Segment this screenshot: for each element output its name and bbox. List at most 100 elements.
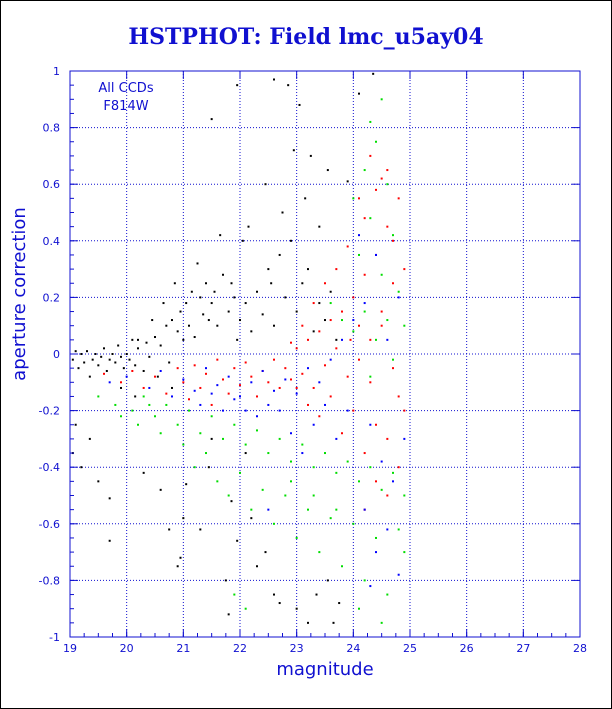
data-point bbox=[346, 180, 349, 183]
data-point bbox=[261, 369, 264, 372]
data-point bbox=[227, 392, 230, 395]
data-point bbox=[403, 268, 406, 271]
data-point bbox=[341, 565, 343, 568]
data-point bbox=[369, 154, 372, 157]
data-point bbox=[120, 381, 122, 384]
chart-title: HSTPHOT: Field lmc_u5ay04 bbox=[128, 24, 484, 50]
data-point bbox=[193, 466, 196, 469]
data-point bbox=[216, 358, 219, 361]
data-point bbox=[349, 338, 352, 341]
data-point bbox=[273, 324, 275, 327]
data-point bbox=[346, 409, 349, 412]
data-point bbox=[318, 415, 321, 418]
data-point bbox=[120, 415, 122, 418]
data-point bbox=[114, 361, 117, 364]
data-point bbox=[329, 290, 332, 293]
data-point bbox=[210, 415, 213, 418]
x-axis-label: magnitude bbox=[276, 659, 373, 680]
data-point bbox=[205, 452, 207, 455]
data-point bbox=[173, 282, 176, 285]
data-point bbox=[88, 375, 91, 378]
data-point bbox=[312, 466, 315, 469]
data-point bbox=[380, 621, 383, 624]
data-point bbox=[392, 282, 394, 285]
data-point bbox=[324, 403, 326, 406]
data-point bbox=[142, 386, 145, 389]
data-point bbox=[380, 273, 383, 276]
data-point bbox=[233, 296, 236, 299]
data-point bbox=[122, 367, 125, 370]
data-point bbox=[375, 480, 377, 483]
data-point bbox=[375, 551, 377, 554]
data-point bbox=[188, 324, 190, 327]
data-point bbox=[352, 197, 355, 200]
data-point bbox=[236, 84, 239, 87]
data-point bbox=[358, 253, 360, 256]
data-point bbox=[307, 367, 309, 370]
data-point bbox=[352, 330, 355, 333]
data-point bbox=[346, 375, 349, 378]
data-point bbox=[244, 302, 247, 305]
data-point bbox=[301, 282, 304, 285]
data-point bbox=[380, 324, 383, 327]
x-tick-label: 25 bbox=[403, 642, 417, 655]
data-point bbox=[199, 432, 202, 435]
data-point bbox=[244, 452, 247, 455]
data-point bbox=[290, 378, 292, 381]
data-point bbox=[329, 358, 332, 361]
data-point bbox=[256, 565, 258, 568]
data-point bbox=[273, 389, 275, 392]
data-point bbox=[369, 338, 372, 341]
data-point bbox=[182, 338, 185, 341]
data-point bbox=[352, 522, 355, 525]
data-point bbox=[74, 350, 77, 353]
data-point bbox=[244, 409, 247, 412]
data-point bbox=[233, 423, 236, 426]
data-point bbox=[165, 403, 168, 406]
data-point bbox=[256, 290, 258, 293]
data-point bbox=[392, 480, 394, 483]
data-point bbox=[244, 443, 247, 446]
data-point bbox=[171, 386, 173, 389]
data-point bbox=[213, 290, 216, 293]
data-point bbox=[292, 149, 295, 152]
data-point bbox=[304, 197, 307, 200]
data-point bbox=[261, 313, 264, 316]
data-point bbox=[148, 386, 151, 389]
data-point bbox=[335, 508, 338, 511]
data-point bbox=[267, 381, 270, 384]
data-point bbox=[318, 381, 321, 384]
data-point bbox=[363, 310, 366, 313]
data-point bbox=[375, 423, 377, 426]
data-point bbox=[142, 395, 145, 398]
annotation-filter: F814W bbox=[103, 99, 148, 114]
data-point bbox=[338, 602, 341, 605]
data-point bbox=[185, 483, 188, 486]
data-point bbox=[125, 353, 128, 355]
data-point bbox=[250, 375, 253, 378]
data-point bbox=[80, 353, 83, 355]
data-point bbox=[318, 225, 321, 228]
data-point bbox=[386, 225, 389, 228]
y-tick-label: 0.8 bbox=[43, 122, 61, 135]
data-point bbox=[341, 338, 343, 341]
data-point bbox=[256, 429, 258, 432]
data-point bbox=[199, 528, 202, 531]
data-point bbox=[239, 384, 241, 387]
data-point bbox=[386, 528, 389, 531]
data-point bbox=[193, 389, 196, 392]
data-point bbox=[307, 268, 309, 271]
data-point bbox=[227, 375, 230, 378]
data-point bbox=[159, 488, 162, 491]
data-point bbox=[88, 437, 91, 440]
data-point bbox=[318, 330, 321, 333]
data-point bbox=[97, 480, 100, 483]
data-point bbox=[165, 392, 168, 395]
data-point bbox=[312, 423, 315, 426]
data-point bbox=[358, 92, 360, 95]
data-point bbox=[86, 350, 88, 353]
data-point bbox=[182, 443, 185, 446]
data-point bbox=[179, 310, 182, 313]
data-point bbox=[392, 471, 394, 474]
data-point bbox=[74, 423, 77, 426]
